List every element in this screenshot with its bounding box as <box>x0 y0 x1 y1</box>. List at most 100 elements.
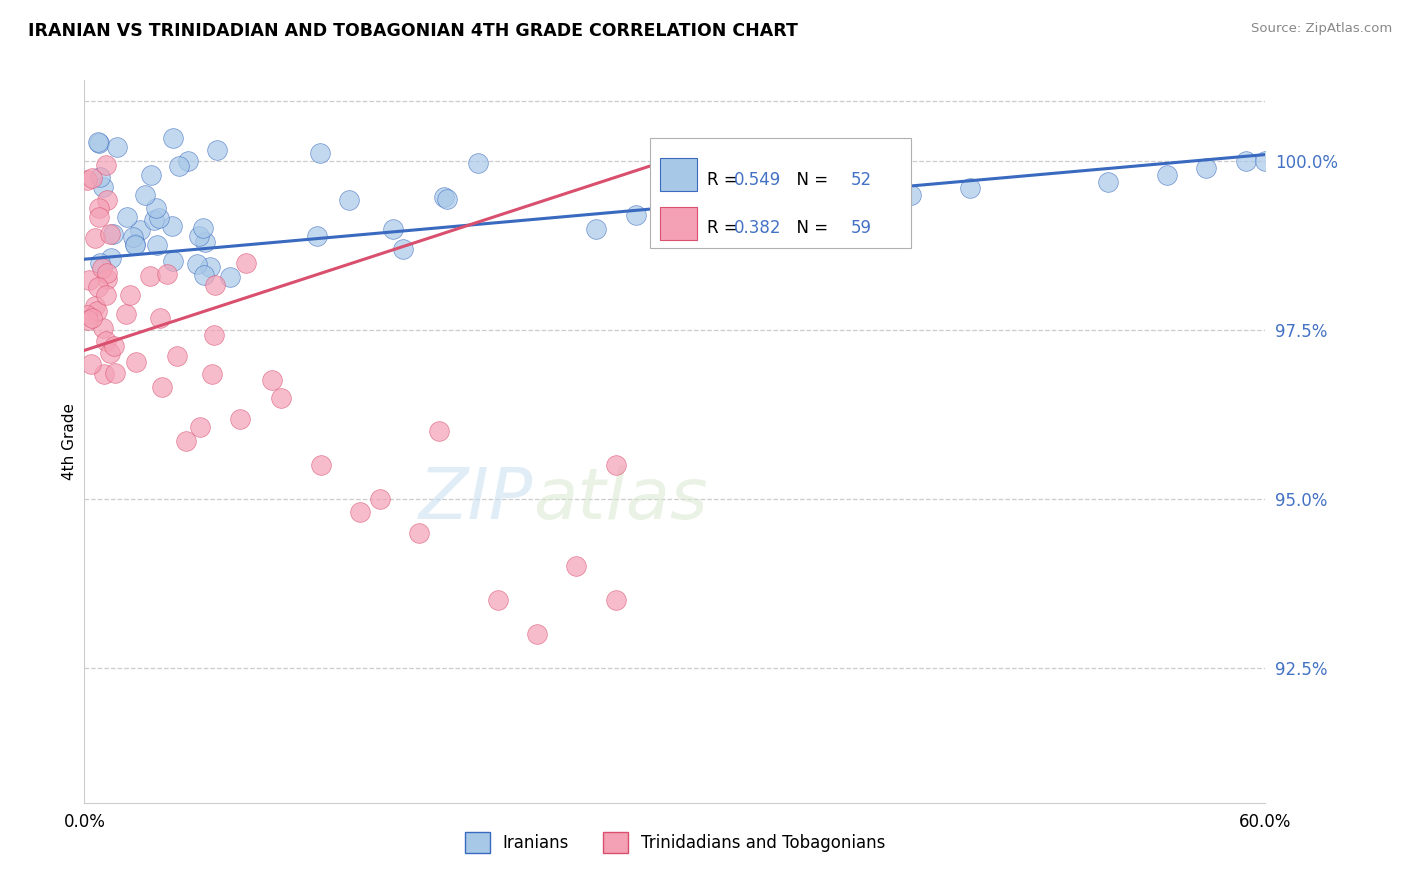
Point <box>96 267 118 281</box>
Point <box>77 273 100 287</box>
Point <box>148 211 170 226</box>
Point <box>105 139 128 153</box>
Point <box>262 373 284 387</box>
Text: N =: N = <box>786 170 834 189</box>
Point <box>145 201 167 215</box>
Point <box>174 434 197 449</box>
Point <box>87 280 110 294</box>
Point <box>193 221 215 235</box>
Point <box>98 346 121 360</box>
Point <box>467 156 489 170</box>
Point <box>76 313 98 327</box>
Point <box>162 219 184 233</box>
Point <box>436 192 458 206</box>
Point <box>89 210 111 224</box>
Point <box>187 229 209 244</box>
Point <box>270 391 292 405</box>
Point <box>900 188 922 202</box>
Point <box>605 593 627 607</box>
Text: Source: ZipAtlas.com: Source: ZipAtlas.com <box>1251 22 1392 36</box>
Point <box>139 269 162 284</box>
Point <box>104 366 127 380</box>
Y-axis label: 4th Grade: 4th Grade <box>62 403 77 480</box>
Point <box>86 304 108 318</box>
Point <box>218 270 240 285</box>
Point <box>169 160 191 174</box>
Point <box>89 256 111 270</box>
Point <box>103 339 125 353</box>
Point <box>82 171 104 186</box>
Point <box>139 168 162 182</box>
Point <box>193 235 215 250</box>
Point <box>93 321 115 335</box>
Point <box>114 306 136 320</box>
Point <box>94 334 117 348</box>
Point <box>433 190 456 204</box>
Point <box>94 158 117 172</box>
Text: N =: N = <box>786 219 834 237</box>
Point <box>1274 151 1296 165</box>
Point <box>96 194 118 208</box>
Point <box>93 367 115 381</box>
Point <box>235 256 257 270</box>
Point <box>89 170 111 185</box>
Point <box>309 145 332 160</box>
Point <box>381 222 404 236</box>
Point <box>80 358 103 372</box>
Point <box>228 412 250 426</box>
Point <box>87 135 110 149</box>
Point <box>162 254 184 268</box>
Point <box>959 181 981 195</box>
Point <box>186 257 208 271</box>
Point <box>80 310 103 325</box>
Text: 59: 59 <box>851 219 872 237</box>
Point <box>134 188 156 202</box>
Text: ZIP: ZIP <box>419 465 533 533</box>
Point <box>188 419 211 434</box>
Point <box>96 272 118 286</box>
Legend: Iranians, Trinidadians and Tobagonians: Iranians, Trinidadians and Tobagonians <box>458 826 891 860</box>
Point <box>87 136 110 151</box>
Point <box>143 213 166 227</box>
Point <box>486 593 509 607</box>
Point <box>98 227 121 241</box>
Text: IRANIAN VS TRINIDADIAN AND TOBAGONIAN 4TH GRADE CORRELATION CHART: IRANIAN VS TRINIDADIAN AND TOBAGONIAN 4T… <box>28 22 799 40</box>
Point <box>624 208 647 222</box>
Point <box>349 505 371 519</box>
Point <box>91 260 114 275</box>
Point <box>115 210 138 224</box>
Point <box>146 237 169 252</box>
Point <box>94 288 117 302</box>
Point <box>124 238 146 252</box>
Point <box>337 193 360 207</box>
Point <box>368 491 391 506</box>
Point <box>76 172 98 186</box>
Point <box>76 308 98 322</box>
Point <box>201 367 224 381</box>
Point <box>198 260 221 274</box>
Point <box>100 251 122 265</box>
Text: R =: R = <box>707 170 744 189</box>
Point <box>118 287 141 301</box>
Point <box>1097 175 1119 189</box>
Point <box>703 202 725 216</box>
Point <box>150 380 173 394</box>
Point <box>307 228 329 243</box>
Point <box>202 327 225 342</box>
Text: 0.549: 0.549 <box>734 170 780 189</box>
Point <box>1195 161 1218 175</box>
Point <box>585 222 607 236</box>
Text: R =: R = <box>707 219 744 237</box>
Text: atlas: atlas <box>533 465 707 533</box>
Point <box>193 268 215 283</box>
Point <box>408 525 430 540</box>
Point <box>121 230 143 244</box>
Point <box>565 559 588 574</box>
Point <box>125 355 148 369</box>
Point <box>124 236 146 251</box>
Point <box>93 180 115 194</box>
Point <box>205 143 228 157</box>
Text: 52: 52 <box>851 170 872 189</box>
Point <box>166 349 188 363</box>
Point <box>176 153 198 168</box>
